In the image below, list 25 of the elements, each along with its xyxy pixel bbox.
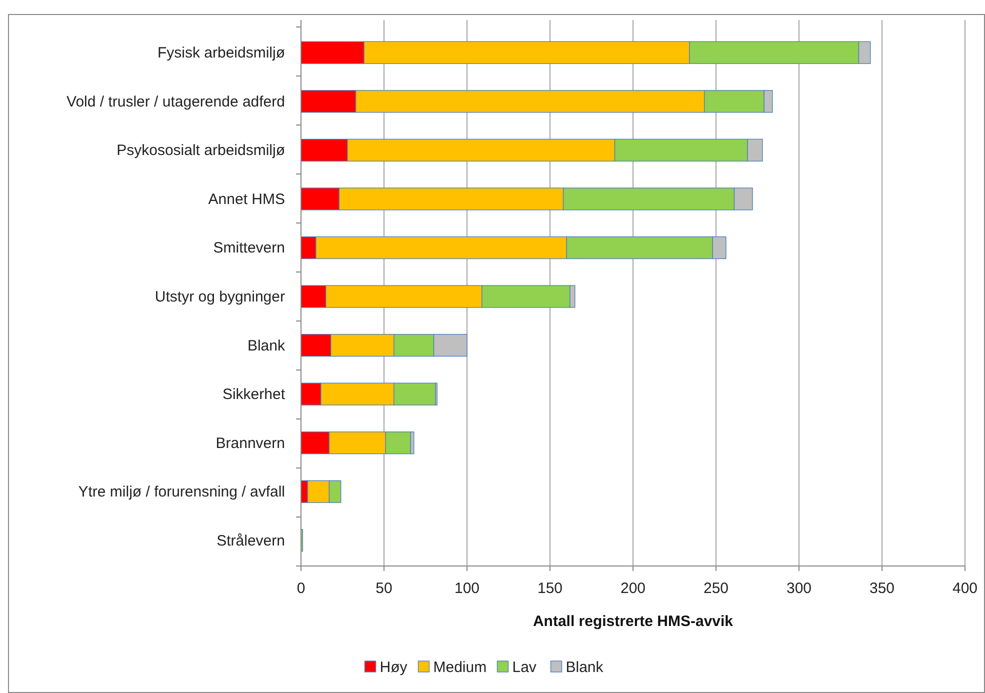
legend-label: Lav [512,659,537,676]
y-tick-label: Ytre miljø / forurensning / avfall [78,484,285,501]
x-tick-label: 250 [703,580,729,597]
x-tick-label: 200 [620,580,646,597]
x-tick-label: 400 [952,580,978,597]
x-axis-title: Antall registrerte HMS-avvik [532,613,734,630]
y-tick-label: Smittevern [213,240,285,257]
legend-label: Blank [566,659,604,676]
x-tick-label: 50 [376,580,392,597]
y-tick-label: Sikkerhet [222,386,286,404]
y-tick-label: Fysisk arbeidsmiljø [157,44,285,62]
y-tick-label: Brannvern [216,434,285,452]
x-tick-label: 100 [454,580,480,597]
x-tick-label: 300 [786,580,812,597]
x-tick-label: 350 [869,580,895,597]
y-tick-label: Psykososialt arbeidsmiljø [116,142,285,160]
y-tick-label: Annet HMS [208,190,285,208]
y-tick-label: Strålevern [216,532,285,550]
legend-label: Medium [433,659,487,676]
y-tick-label: Vold / trusler / utagerende adferd [66,93,285,110]
x-tick-label: 150 [537,580,563,597]
legend-label: Høy [380,659,408,676]
x-tick-label: 0 [296,580,306,597]
y-tick-label: Utstyr og bygninger [154,288,285,306]
y-tick-label: Blank [247,337,286,354]
